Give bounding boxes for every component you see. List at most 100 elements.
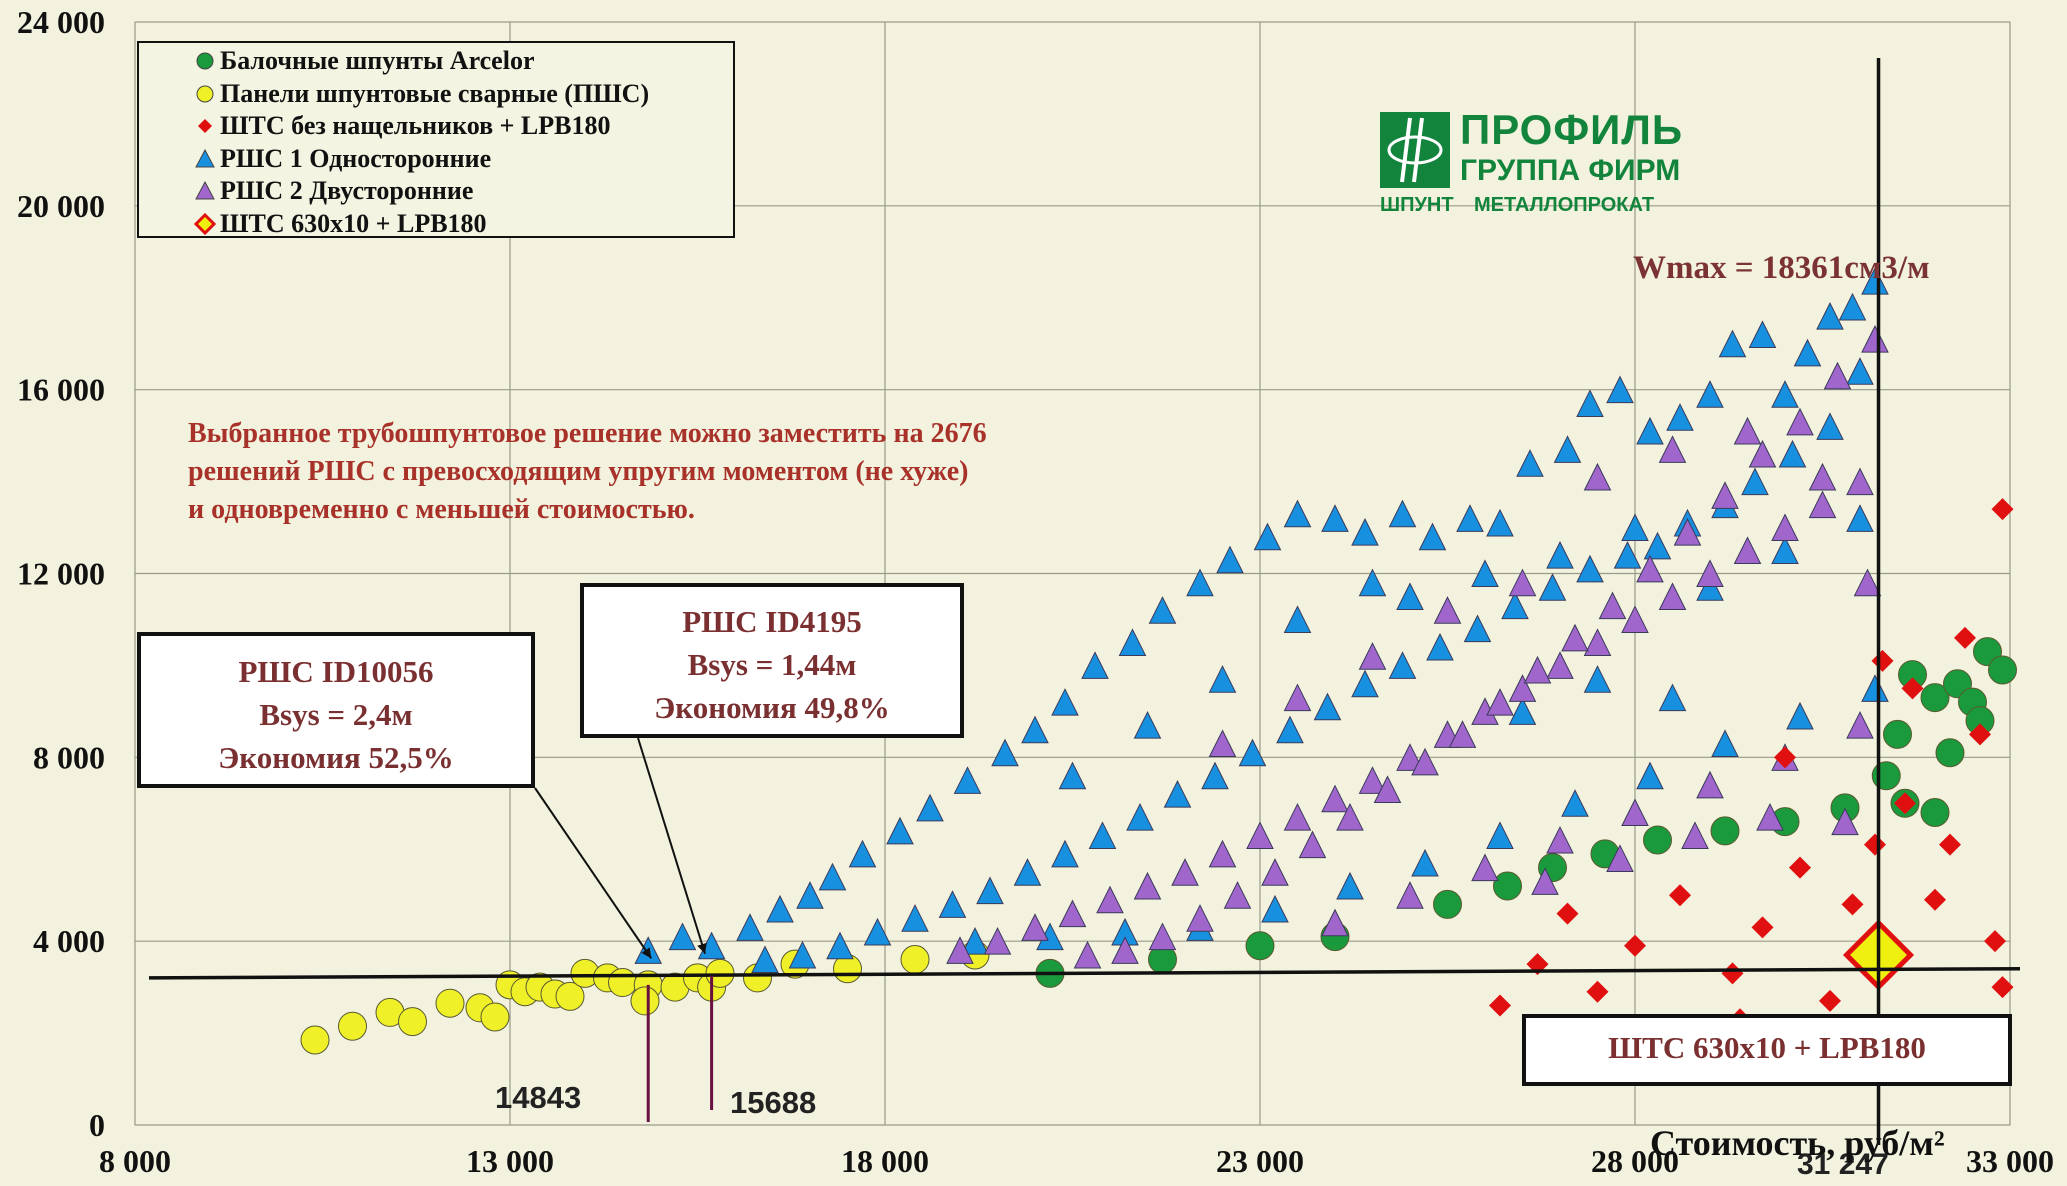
data-point xyxy=(668,922,697,951)
data-point xyxy=(1793,338,1822,367)
data-point xyxy=(1531,867,1559,895)
data-point xyxy=(1223,881,1252,909)
data-point xyxy=(1751,916,1774,939)
data-point xyxy=(1493,871,1522,901)
data-point xyxy=(1201,761,1229,790)
data-point xyxy=(1853,568,1882,597)
data-point xyxy=(1586,980,1609,1003)
data-point xyxy=(1823,361,1852,390)
data-point xyxy=(1508,674,1537,702)
callout-id10056-saving: Экономия 52,5% xyxy=(218,740,454,775)
wmax-label: Wmax = 18361см3/м xyxy=(1633,250,1930,286)
data-point xyxy=(1336,802,1364,831)
data-point xyxy=(1411,747,1439,776)
data-point xyxy=(901,904,929,932)
logo-tagline-left: ШПУНТ xyxy=(1380,194,1454,216)
legend-item: РШС 1 Односторонние xyxy=(139,143,733,176)
data-point xyxy=(1748,439,1777,468)
data-point xyxy=(886,816,914,845)
data-point xyxy=(1133,711,1162,739)
data-point xyxy=(1546,540,1574,569)
y-tick-label: 24 000 xyxy=(17,4,105,40)
data-point xyxy=(1819,989,1841,1012)
legend-marker-icon xyxy=(196,52,214,70)
data-point xyxy=(1561,623,1589,652)
data-point xyxy=(1486,508,1514,537)
data-point xyxy=(1171,858,1199,886)
data-point xyxy=(1658,683,1687,712)
data-point xyxy=(1935,738,1965,768)
data-point xyxy=(1148,596,1177,624)
data-point xyxy=(1561,789,1589,817)
y-tick-label: 0 xyxy=(89,1107,105,1143)
legend-marker-icon xyxy=(194,212,216,235)
data-point xyxy=(1283,499,1312,528)
data-point xyxy=(1351,518,1379,546)
data-point xyxy=(1741,467,1769,496)
data-point xyxy=(1861,674,1889,702)
data-point xyxy=(1253,522,1282,551)
data-point xyxy=(1448,720,1477,748)
data-point xyxy=(1051,688,1079,716)
series-4 xyxy=(946,324,1889,969)
data-point xyxy=(1463,614,1492,643)
data-point xyxy=(1984,930,2006,953)
data-point xyxy=(1669,884,1691,907)
data-point xyxy=(1710,816,1740,846)
data-point xyxy=(1924,888,1946,911)
data-point xyxy=(1748,320,1777,349)
data-point xyxy=(1846,711,1874,739)
data-point xyxy=(1336,871,1364,900)
data-point xyxy=(1808,462,1837,491)
data-point xyxy=(1846,357,1874,385)
data-point xyxy=(1556,902,1579,925)
legend-label: РШС 2 Двусторонние xyxy=(220,176,474,206)
data-point xyxy=(1771,380,1799,408)
data-point xyxy=(1321,908,1349,937)
data-point xyxy=(338,1011,367,1041)
marker-14843-label: 14843 xyxy=(495,1080,582,1115)
data-point xyxy=(1624,934,1646,957)
data-point xyxy=(555,981,585,1011)
data-point xyxy=(1321,784,1349,813)
legend-marker-icon xyxy=(195,181,215,200)
callout-id10056-title: РШС ID10056 xyxy=(238,654,434,689)
data-point xyxy=(1508,568,1537,597)
data-point xyxy=(1081,651,1109,679)
data-point xyxy=(1298,830,1327,859)
data-point xyxy=(1696,559,1724,587)
data-point xyxy=(1021,715,1049,744)
data-point xyxy=(848,839,877,868)
data-point xyxy=(826,931,854,960)
data-point xyxy=(1238,738,1267,767)
legend-marker-icon xyxy=(198,119,212,134)
logo-subtitle: ГРУППА ФИРМ xyxy=(1460,154,1681,187)
data-point xyxy=(1786,407,1814,436)
legend-marker-icon xyxy=(196,85,214,103)
data-point xyxy=(1774,746,1796,769)
data-point xyxy=(1208,729,1237,758)
data-point xyxy=(1621,513,1649,542)
data-point xyxy=(1508,697,1537,725)
data-point xyxy=(1553,435,1582,463)
data-point xyxy=(1418,522,1447,551)
data-point xyxy=(1351,669,1379,698)
data-point xyxy=(766,894,794,923)
data-point xyxy=(1658,435,1687,463)
data-point xyxy=(480,1002,510,1032)
data-point xyxy=(1358,766,1387,794)
data-point xyxy=(900,945,930,975)
data-point xyxy=(1163,779,1192,808)
data-point xyxy=(1073,940,1102,969)
data-point xyxy=(1396,881,1424,909)
data-point xyxy=(1636,554,1664,583)
data-point xyxy=(1696,380,1724,408)
data-point xyxy=(1786,701,1814,730)
data-point xyxy=(1186,568,1214,597)
legend-label: РШС 1 Односторонние xyxy=(220,143,492,173)
data-point xyxy=(1988,655,2017,685)
data-point xyxy=(1721,962,1744,985)
callout-id10056-bsys: Bsys = 2,4м xyxy=(259,697,413,732)
data-point xyxy=(1516,449,1544,477)
data-point xyxy=(796,881,824,909)
